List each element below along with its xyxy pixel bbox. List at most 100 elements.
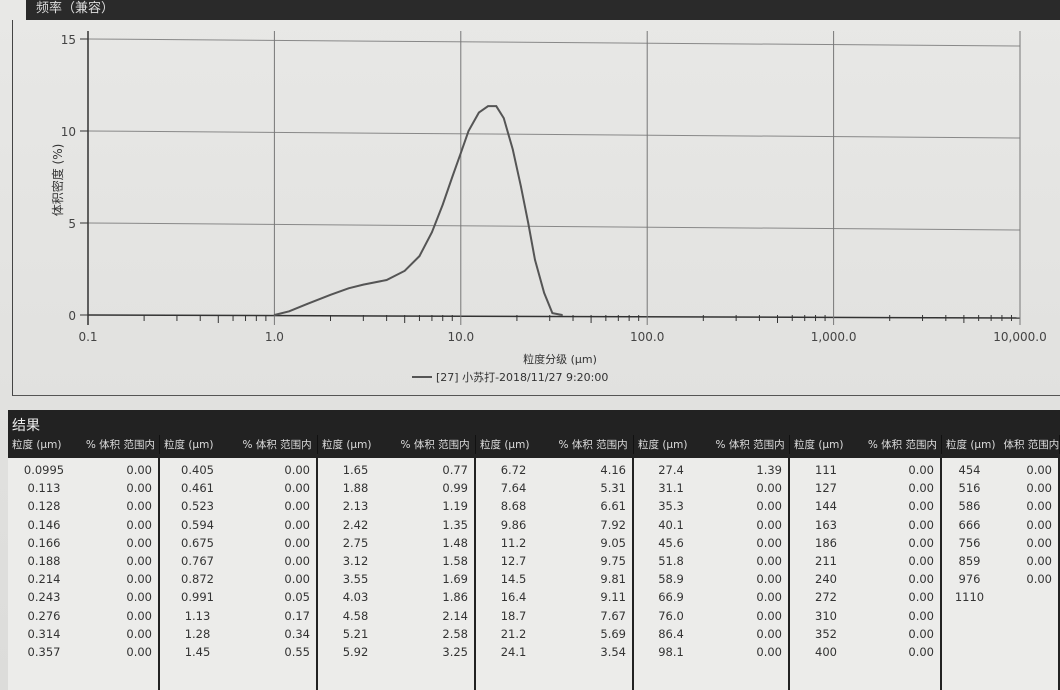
table-row: 5.92 3.25 <box>318 643 474 661</box>
size-cell: 1.28 <box>184 626 211 641</box>
volume-cell: 0.00 <box>1026 572 1052 587</box>
table-row: 27.4 1.39 <box>634 461 788 479</box>
table-row: 1.28 0.34 <box>160 625 316 643</box>
volume-cell: 0.00 <box>284 481 310 496</box>
data-point <box>520 185 522 187</box>
table-row: 0.314 0.00 <box>8 625 158 643</box>
size-cell: 144 <box>815 499 837 514</box>
size-cell: 24.1 <box>500 644 527 659</box>
size-cell: 86.4 <box>658 626 684 641</box>
results-header: 结果 粒度 (μm)% 体积 范围内 粒度 (μm)% 体积 范围内 粒度 (μm)… <box>8 410 1060 458</box>
table-row: 127 0.00 <box>790 479 940 497</box>
size-column-header: 粒度 (μm) <box>480 439 530 451</box>
size-cell: 211 <box>815 553 837 568</box>
size-cell: 272 <box>815 590 837 605</box>
size-cell: 240 <box>815 572 837 587</box>
volume-cell: 0.00 <box>1026 463 1052 477</box>
data-point <box>487 105 489 107</box>
table-row: 1.45 0.55 <box>160 643 316 661</box>
y-gridline <box>87 314 1021 319</box>
table-row: 3.12 1.58 <box>318 552 474 570</box>
table-row: 0.113 0.00 <box>8 479 158 497</box>
table-row: 51.8 0.00 <box>634 552 788 570</box>
x-tick-label: 0.1 <box>78 330 97 344</box>
size-cell: 12.7 <box>500 553 527 568</box>
table-row: 454 0.00 <box>942 461 1058 479</box>
table-row: 16.4 9.11 <box>476 588 632 606</box>
volume-cell: 0.00 <box>1026 481 1052 496</box>
size-cell: 0.357 <box>27 644 61 659</box>
y-tick-label: 0 <box>68 309 76 323</box>
volume-cell: 0.00 <box>1026 499 1052 514</box>
size-cell: 0.113 <box>27 481 61 496</box>
data-point <box>441 203 444 206</box>
size-cell: 45.6 <box>658 535 684 550</box>
table-row: 310 0.00 <box>790 607 940 625</box>
table-row: 163 0.00 <box>790 516 940 534</box>
size-cell: 0.675 <box>181 535 214 550</box>
table-row: 4.03 1.86 <box>318 588 474 606</box>
table-row: 2.13 1.19 <box>318 497 474 515</box>
table-row: 12.7 9.75 <box>476 552 632 570</box>
table-row: 0.188 0.00 <box>8 552 158 570</box>
column-group: 111 0.00 127 0.00 144 0.00 163 0.00 186 0.00 211 0.… <box>790 458 942 690</box>
size-cell: 0.991 <box>181 590 214 605</box>
size-cell: 4.03 <box>342 590 369 605</box>
size-cell: 756 <box>958 535 981 550</box>
size-cell: 7.64 <box>500 481 527 496</box>
volume-cell: 0.17 <box>284 608 310 623</box>
series-line <box>274 105 563 316</box>
size-cell: 454 <box>958 463 981 477</box>
results-table: 0.0995 0.00 0.113 0.00 0.128 0.00 0.146 0.00 0.1… <box>8 458 1060 690</box>
size-cell: 14.5 <box>500 572 527 587</box>
table-row: 352 0.00 <box>790 625 940 643</box>
size-cell: 0.146 <box>27 517 61 532</box>
x-axis-label: 粒度分级 (μm) <box>523 352 597 366</box>
size-cell: 5.21 <box>342 626 369 641</box>
table-row: 98.1 0.00 <box>634 643 788 661</box>
table-row: 2.75 1.48 <box>318 534 474 552</box>
y-gridline <box>87 38 1021 47</box>
volume-cell: 0.00 <box>126 644 152 659</box>
table-row: 0.166 0.00 <box>8 534 158 552</box>
table-row: 9.86 7.92 <box>476 516 632 534</box>
volume-cell: 0.00 <box>756 590 782 605</box>
volume-cell: 0.00 <box>908 463 934 477</box>
size-cell: 1110 <box>954 590 985 605</box>
results-title: 结果 <box>12 418 40 434</box>
table-row: 0.767 0.00 <box>160 552 316 570</box>
size-cell: 516 <box>958 481 981 496</box>
size-cell: 163 <box>815 517 837 532</box>
volume-column-header: % 体积 范围内 <box>85 439 155 451</box>
volume-cell: 0.00 <box>126 463 152 477</box>
y-tick-label: 15 <box>61 33 76 47</box>
volume-cell: 0.00 <box>284 463 310 477</box>
size-cell: 186 <box>815 535 837 550</box>
size-cell: 1.65 <box>342 463 369 477</box>
table-row: 76.0 0.00 <box>634 607 788 625</box>
size-cell: 0.188 <box>27 553 61 568</box>
table-row: 0.405 0.00 <box>160 461 316 479</box>
table-row: 7.64 5.31 <box>476 479 632 497</box>
table-row: 211 0.00 <box>790 552 940 570</box>
size-cell: 111 <box>815 463 837 477</box>
table-row: 1.13 0.17 <box>160 607 316 625</box>
table-row: 0.461 0.00 <box>160 479 316 497</box>
volume-column-header: % 体积 范围内 <box>715 439 785 451</box>
volume-cell: 0.00 <box>756 572 782 587</box>
volume-cell: 0.00 <box>908 590 934 605</box>
volume-cell: 1.58 <box>442 553 468 568</box>
volume-cell: 0.00 <box>908 553 934 568</box>
column-group-header: 粒度 (μm) % 体积 范围内 <box>634 435 790 454</box>
volume-cell: 0.00 <box>126 590 152 605</box>
volume-cell: 3.25 <box>442 644 468 659</box>
table-row: 111 0.00 <box>790 461 940 479</box>
volume-cell: 0.00 <box>756 553 782 568</box>
column-group: 6.72 4.16 7.64 5.31 8.68 6.61 9.86 7.92 11.2 9.05… <box>476 458 634 690</box>
table-row: 0.128 0.00 <box>8 497 158 515</box>
volume-column-header: % 体积 范围内 <box>242 439 312 451</box>
table-row: 58.9 0.00 <box>634 570 788 588</box>
volume-cell: 0.00 <box>284 572 310 587</box>
column-group-header: 粒度 (μm) % 体积 范围内 <box>476 435 634 454</box>
size-cell: 0.0995 <box>23 463 65 477</box>
